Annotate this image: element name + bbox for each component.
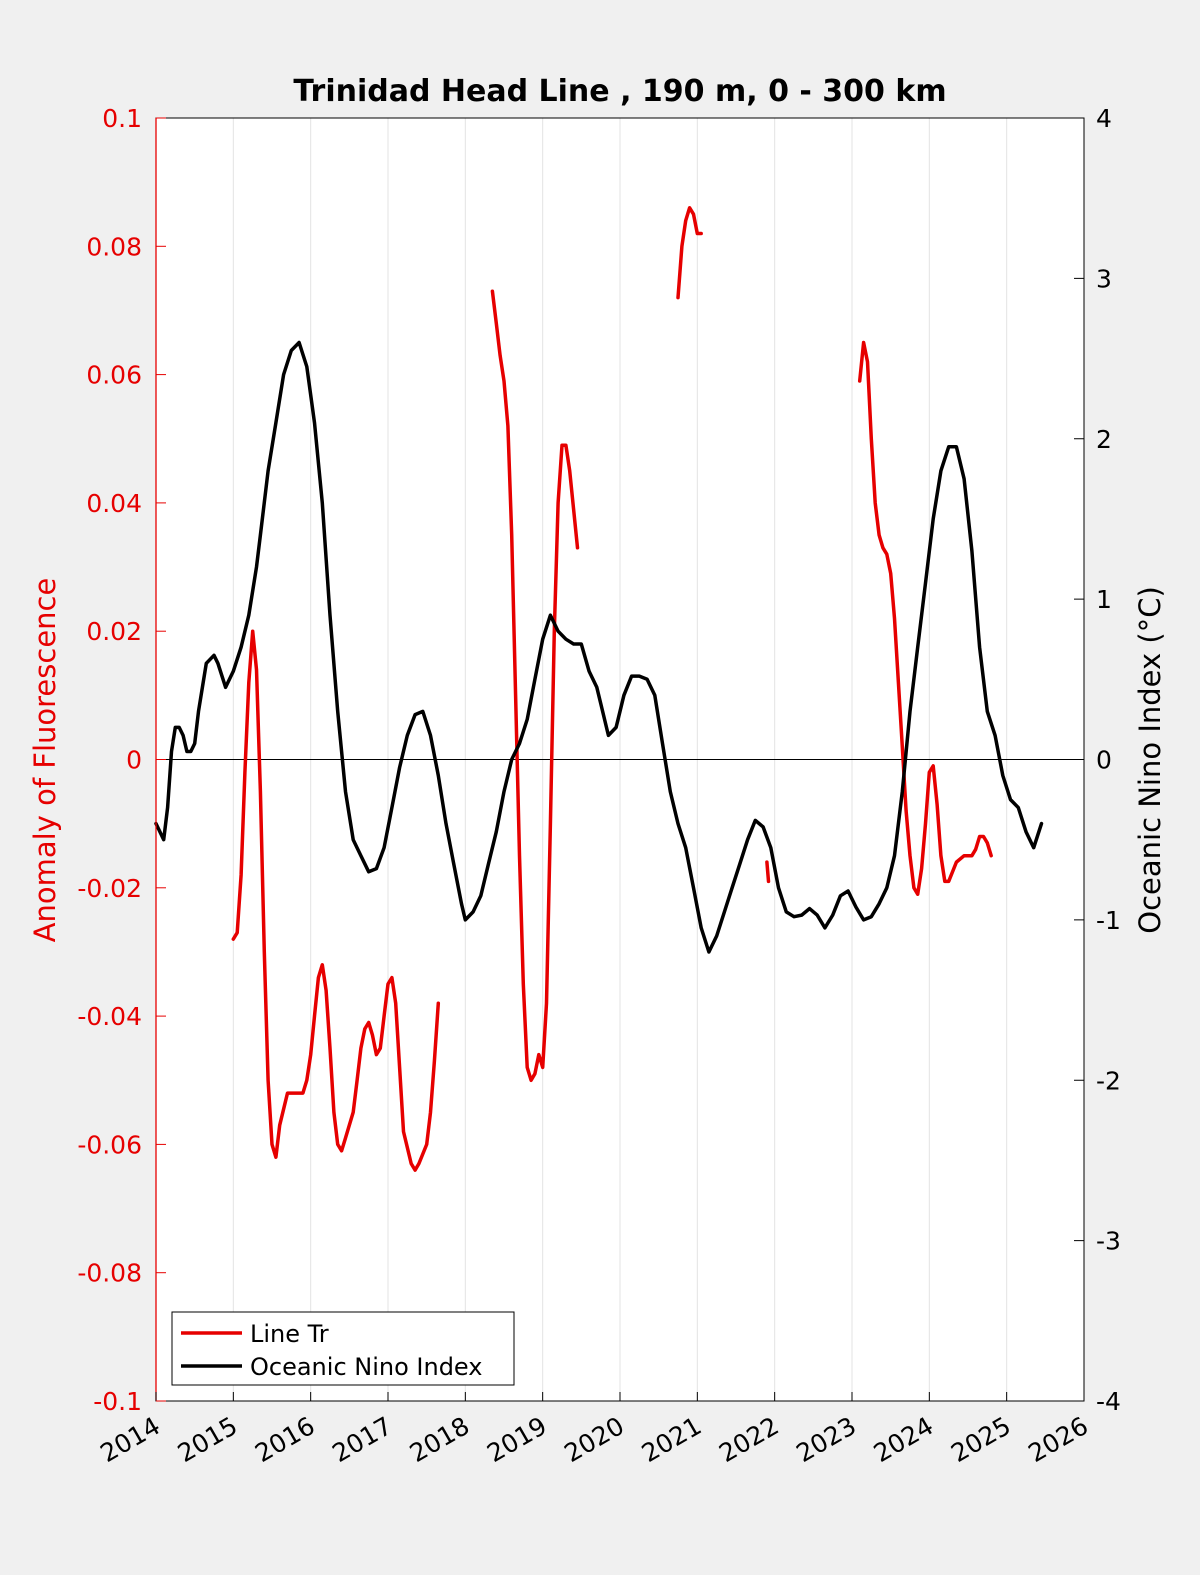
x-tick-label: 2025 (946, 1411, 1016, 1468)
x-tick-label: 2016 (250, 1411, 320, 1468)
x-tick-label: 2022 (714, 1411, 784, 1468)
x-tick-label: 2015 (173, 1411, 243, 1468)
left-y-tick-label: 0.06 (86, 361, 142, 390)
right-y-tick-label: 0 (1096, 746, 1112, 775)
left-y-tick-label: 0 (126, 746, 142, 775)
right-axis-label: Oceanic Nino Index (°C) (1133, 586, 1167, 934)
x-tick-label: 2020 (559, 1411, 629, 1468)
left-y-tick-label: -0.06 (77, 1130, 142, 1159)
x-tick-label: 2023 (791, 1411, 861, 1468)
chart-title: Trinidad Head Line , 190 m, 0 - 300 km (293, 74, 946, 109)
right-y-tick-label: 1 (1096, 585, 1112, 614)
series-line-segment (231, 629, 441, 1172)
series-line-segment (676, 206, 703, 300)
right-y-tick-label: 4 (1096, 104, 1112, 133)
right-y-tick-label: -3 (1096, 1227, 1121, 1256)
legend-label-line-tr: Line Tr (250, 1320, 329, 1348)
x-tick-label: 2019 (482, 1411, 552, 1468)
legend-box (171, 1311, 515, 1386)
right-y-tick-label: 3 (1096, 264, 1112, 293)
series-layer (154, 206, 1044, 1172)
right-y-tick-label: 2 (1096, 425, 1112, 454)
x-tick-label: 2021 (637, 1411, 707, 1468)
right-y-axis: 4 3 2 1 0 -1 -2 -3 -4 (1074, 104, 1121, 1416)
series-line-segment (154, 340, 1044, 954)
left-y-tick-label: -0.08 (77, 1259, 142, 1288)
left-y-tick-label: -0.1 (93, 1387, 142, 1416)
legend-label-oni: Oceanic Nino Index (250, 1353, 482, 1381)
x-tick-label: 2014 (95, 1411, 165, 1468)
left-y-tick-label: -0.02 (77, 874, 142, 903)
series-line-tr (231, 206, 993, 1172)
series-line-segment (490, 289, 580, 1083)
right-y-tick-label: -1 (1096, 906, 1121, 935)
left-y-tick-label: 0.1 (102, 104, 142, 133)
series-oceanic-nino-index (154, 340, 1044, 954)
series-line-segment (765, 860, 771, 884)
x-tick-label: 2026 (1023, 1411, 1093, 1468)
left-y-tick-label: 0.08 (86, 232, 142, 261)
left-y-tick-label: 0.04 (86, 489, 142, 518)
series-line-segment (857, 340, 993, 896)
x-tick-label: 2024 (869, 1411, 939, 1468)
left-axis-label: Anomaly of Fluorescence (28, 578, 62, 943)
left-y-axis: 0.1 0.08 0.06 0.04 0.02 0 -0.02 -0.04 -0.06 -0.08… (77, 104, 166, 1416)
right-y-tick-label: -2 (1096, 1066, 1121, 1095)
x-tick-label: 2018 (405, 1411, 475, 1468)
legend: Line Tr Oceanic Nino Index (171, 1311, 515, 1386)
left-y-tick-label: -0.04 (77, 1002, 142, 1031)
x-axis: 2014 2015 2016 2017 2018 2019 2020 2021 2022 2023… (95, 1392, 1093, 1468)
right-y-tick-label: -4 (1096, 1387, 1121, 1416)
left-y-tick-label: 0.02 (86, 617, 142, 646)
x-tick-label: 2017 (327, 1411, 397, 1468)
